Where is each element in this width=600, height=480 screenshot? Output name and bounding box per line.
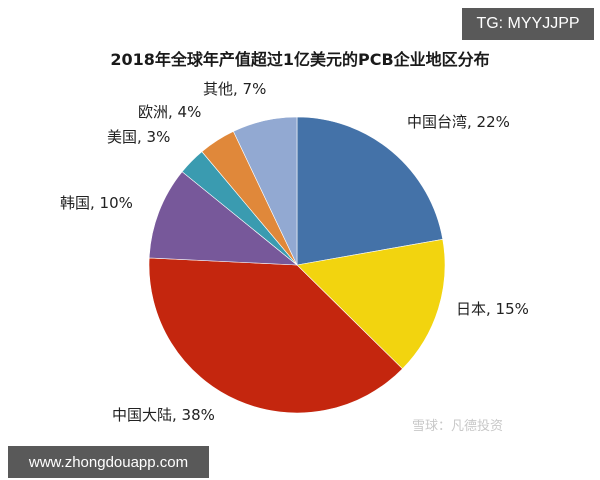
chart-title: 2018年全球年产值超过1亿美元的PCB企业地区分布 — [110, 50, 490, 69]
pie-slice-2 — [148, 257, 403, 414]
label-other: 其他, 7% — [203, 80, 267, 98]
label-usa: 美国, 3% — [107, 128, 171, 146]
pie-slice-1 — [296, 238, 446, 370]
label-korea: 韩国, 10% — [60, 194, 133, 212]
label-japan: 日本, 15% — [456, 300, 529, 318]
pie-slices — [148, 116, 446, 414]
url-badge: www.zhongdouapp.com — [8, 446, 209, 478]
pie-slice-3 — [148, 171, 298, 266]
pie-slice-6 — [232, 116, 298, 266]
label-taiwan: 中国台湾, 22% — [407, 113, 510, 131]
pie-slice-0 — [296, 116, 444, 266]
xueqiu-watermark: 雪球：凡德投资 — [412, 419, 504, 434]
label-europe: 欧洲, 4% — [138, 103, 202, 121]
label-mainland: 中国大陆, 38% — [112, 406, 215, 424]
tg-badge: TG: MYYJJPP — [462, 8, 594, 40]
